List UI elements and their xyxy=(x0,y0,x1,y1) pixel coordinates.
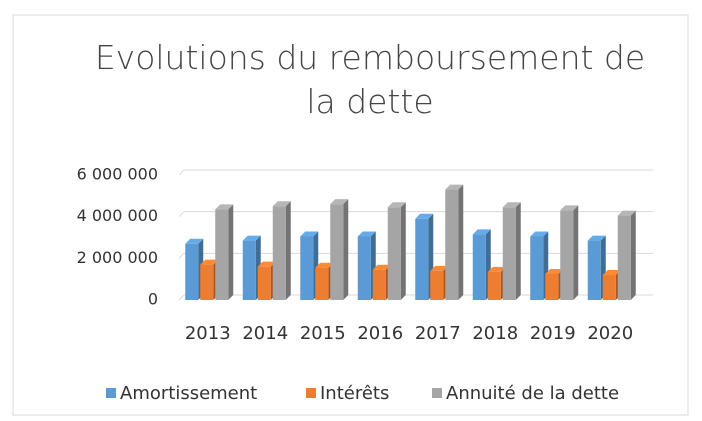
bar xyxy=(502,207,516,300)
bar-top xyxy=(215,204,234,210)
chart-title: Evolutions du remboursement de la dette xyxy=(94,38,646,121)
bar xyxy=(602,275,616,300)
bar-top xyxy=(617,210,636,216)
bar xyxy=(315,267,329,300)
y-tick-label: 2 000 000 xyxy=(77,248,158,267)
bar-top xyxy=(257,261,276,267)
bar-side xyxy=(458,184,464,300)
legend-label: Amortissement xyxy=(120,383,257,404)
bar-top xyxy=(545,268,564,274)
bar-side xyxy=(573,205,579,300)
bar xyxy=(357,236,371,300)
bar xyxy=(200,264,214,300)
bar-side xyxy=(630,210,636,300)
bar-top xyxy=(315,262,334,268)
bar xyxy=(415,218,429,300)
bar-side xyxy=(343,199,349,300)
bar-top xyxy=(300,231,319,237)
bar xyxy=(387,207,401,300)
bar-top xyxy=(242,235,261,241)
bar xyxy=(272,206,286,300)
bar-top xyxy=(487,266,506,272)
bar-top xyxy=(530,231,549,237)
bar xyxy=(215,209,229,300)
x-tick-label: 2014 xyxy=(242,323,288,344)
bar-top xyxy=(330,199,349,205)
x-tick-label: 2020 xyxy=(587,323,633,344)
bar-top xyxy=(560,205,579,211)
bar-top xyxy=(472,229,491,235)
bar xyxy=(545,273,559,300)
bar-top xyxy=(357,231,376,237)
bar xyxy=(300,236,314,300)
bar xyxy=(487,271,501,300)
x-tick-label: 2017 xyxy=(415,323,461,344)
bar xyxy=(185,243,199,300)
bar-side xyxy=(400,202,406,300)
bar xyxy=(257,266,271,300)
y-tick-label: 0 xyxy=(148,290,158,309)
legend-label: Intérêts xyxy=(320,383,389,404)
bar-top xyxy=(430,265,449,271)
bar xyxy=(430,270,444,300)
legend-label: Annuité de la dette xyxy=(446,383,619,404)
bar-top xyxy=(200,259,219,265)
bar xyxy=(587,240,601,300)
x-tick-label: 2016 xyxy=(357,323,403,344)
x-tick-label: 2013 xyxy=(185,323,231,344)
bar-top xyxy=(602,270,621,275)
y-tick-label: 4 000 000 xyxy=(77,206,158,225)
bar xyxy=(330,204,344,300)
x-tick-label: 2019 xyxy=(530,323,576,344)
grid-side xyxy=(178,252,185,259)
grid-side xyxy=(178,169,185,176)
grid-side xyxy=(178,294,185,301)
grid-side xyxy=(178,211,185,218)
bar xyxy=(530,236,544,300)
x-tick-label: 2018 xyxy=(472,323,518,344)
bar-side xyxy=(515,202,521,300)
bar-top xyxy=(587,235,606,241)
bar-top xyxy=(415,213,434,219)
legend-swatch xyxy=(306,388,316,398)
bar xyxy=(242,240,256,300)
bar-top xyxy=(185,238,204,244)
bar xyxy=(372,269,386,300)
bar xyxy=(617,215,631,300)
bar-top xyxy=(372,264,391,270)
bar-side xyxy=(285,201,291,300)
bar-top xyxy=(502,202,521,208)
bar xyxy=(445,189,459,300)
legend-swatch xyxy=(106,388,116,398)
bar-top xyxy=(445,184,464,190)
bar xyxy=(472,234,486,300)
bar-side xyxy=(228,204,234,300)
legend-swatch xyxy=(432,388,442,398)
y-tick-label: 6 000 000 xyxy=(77,165,158,184)
x-tick-label: 2015 xyxy=(300,323,346,344)
bar xyxy=(560,210,574,300)
bar-top xyxy=(272,201,291,207)
bar-top xyxy=(387,202,406,208)
chart-border xyxy=(12,14,689,416)
